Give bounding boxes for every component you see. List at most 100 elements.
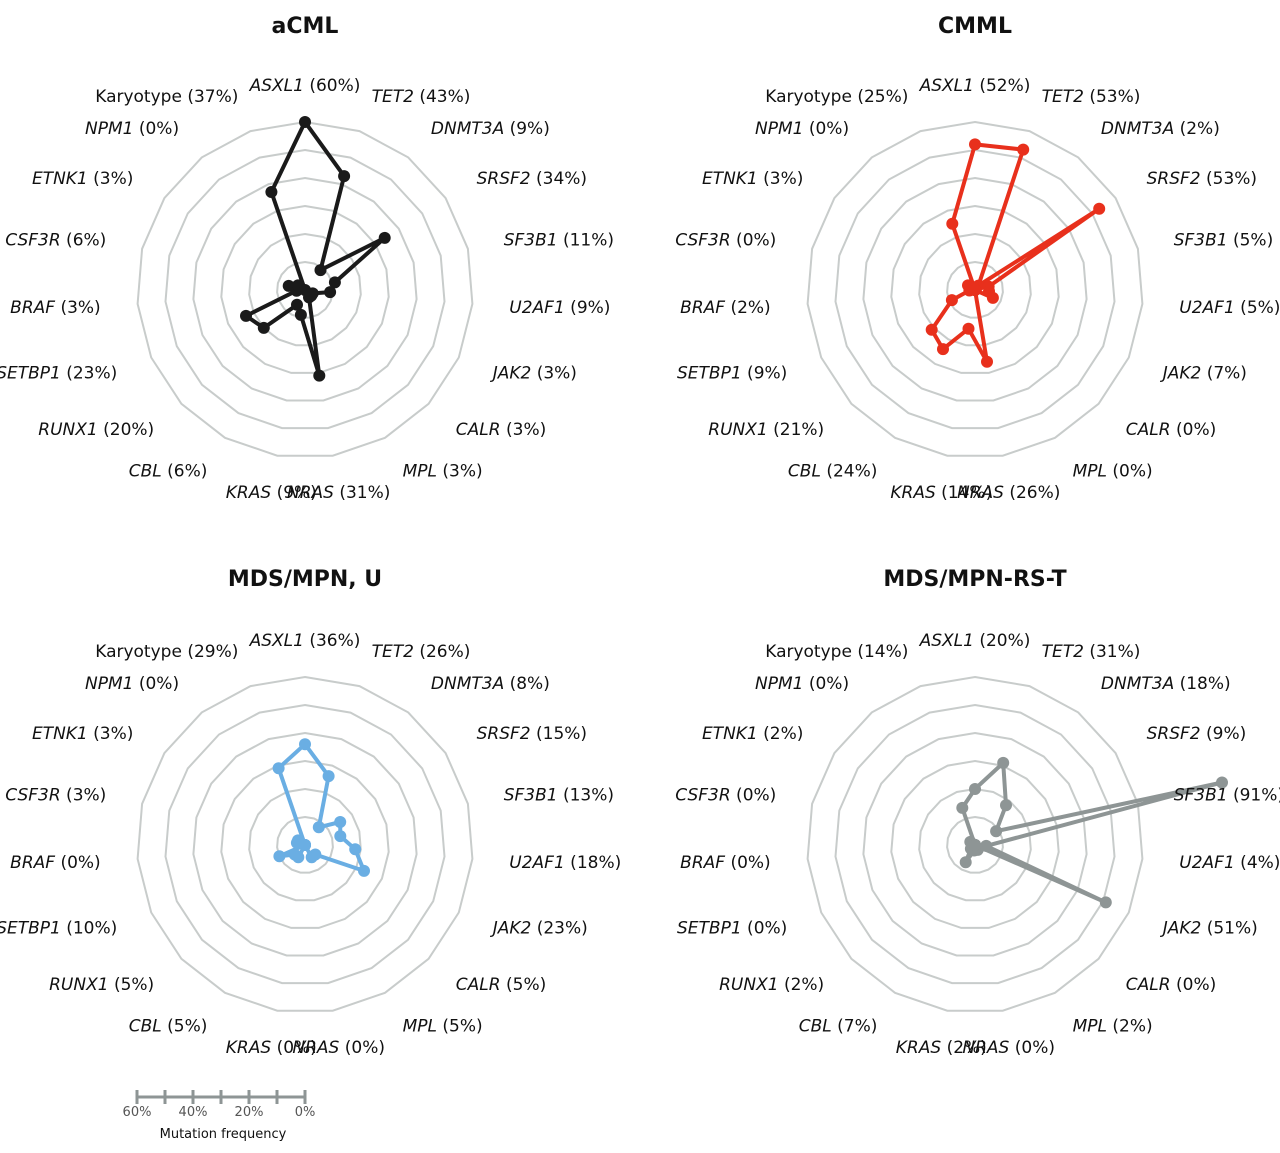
axis-label-pct: (9%)	[1201, 724, 1247, 744]
data-point-kras	[962, 322, 975, 335]
axis-label-pct: (5%)	[109, 975, 155, 995]
axis-label-name: JAK2	[490, 363, 532, 383]
axis-label-name: ETNK1	[702, 169, 758, 189]
axis-label-name: SETBP1	[0, 918, 61, 938]
axis-label-name: RUNX1	[719, 975, 778, 995]
axis-label-pct: (60%)	[304, 76, 360, 96]
grid-ring	[164, 703, 446, 985]
axis-label-asxl1: ASXL1 (20%)	[919, 631, 1031, 651]
data-point-npm1	[969, 284, 981, 296]
grid-ring	[834, 148, 1116, 430]
axis-label-name: CALR	[456, 420, 501, 440]
axis-label-name: SF3B1	[1174, 786, 1228, 806]
axis-label-pct: (10%)	[61, 918, 117, 938]
grid-ring	[918, 787, 1032, 902]
axis-label-pct: (14%)	[936, 483, 992, 503]
axis-label-jak2: JAK2 (51%)	[1160, 918, 1258, 938]
axis-label-pct: (5%)	[1228, 231, 1274, 251]
radar-panel-2: MDS/MPN, U ASXL1 (36%) TET2 (26%) DNMT3A (8…	[0, 567, 621, 1058]
chart-title: MDS/MPN-RS-T	[883, 567, 1066, 592]
axis-label-etnk1: ETNK1 (3%)	[702, 169, 803, 189]
data-point-u2af1	[324, 286, 337, 299]
data-point-sf3b1	[328, 276, 341, 289]
axis-label-karyotype: Karyotype (29%)	[95, 642, 238, 662]
chart-title: MDS/MPN, U	[228, 567, 382, 592]
scale-legend: 60% 40% 20% 0% Mutation frequency	[123, 1090, 315, 1142]
axis-label-name: CBL	[129, 461, 162, 481]
axis-label-name: BRAF	[680, 298, 725, 318]
scale-bar-ticks: 60% 40% 20% 0%	[123, 1090, 315, 1120]
axis-label-braf: BRAF (3%)	[10, 298, 101, 318]
axis-label-name: TET2	[372, 642, 414, 662]
axis-label-srsf2: SRSF2 (34%)	[477, 169, 587, 189]
data-point-dnmt3a	[312, 821, 325, 834]
axis-label-dnmt3a: DNMT3A (9%)	[431, 119, 550, 139]
axis-label-name: RUNX1	[49, 975, 108, 995]
axis-label-name: CSF3R	[5, 786, 60, 806]
grid-ring	[192, 731, 418, 957]
grid-ring	[220, 204, 390, 374]
axis-label-sf3b1: SF3B1 (13%)	[504, 786, 614, 806]
axis-label-name: KRAS	[896, 1038, 942, 1058]
axis-label-pct: (4%)	[1235, 853, 1280, 873]
axis-label-name: BRAF	[680, 853, 725, 873]
axis-label-setbp1: SETBP1 (9%)	[677, 363, 787, 383]
axis-label-dnmt3a: DNMT3A (18%)	[1101, 674, 1231, 694]
axis-label-pct: (3%)	[437, 461, 483, 481]
axis-label-pct: (0%)	[803, 119, 849, 139]
axis-label-nras: NRAS (26%)	[957, 483, 1060, 503]
axis-label-kras: KRAS (9%)	[226, 483, 317, 503]
radar-grid	[136, 675, 474, 1012]
axis-label-csf3r: CSF3R (0%)	[675, 231, 776, 251]
grid-ring	[890, 759, 1060, 929]
axis-label-nras: NRAS (0%)	[292, 1038, 385, 1058]
axis-label-name: ETNK1	[32, 724, 88, 744]
axis-label-pct: (21%)	[768, 420, 824, 440]
axis-label-pct: (9%)	[742, 363, 788, 383]
axis-label-name: CSF3R	[675, 786, 730, 806]
grid-ring	[192, 176, 418, 402]
axis-label-calr: CALR (3%)	[456, 420, 546, 440]
axis-label-pct: (91%)	[1228, 786, 1280, 806]
axis-label-name: RUNX1	[708, 420, 767, 440]
axis-label-pct: (11%)	[558, 231, 614, 251]
axis-label-setbp1: SETBP1 (23%)	[0, 363, 117, 383]
axis-label-name: MPL	[1073, 1016, 1107, 1036]
axis-label-name: ASXL1	[919, 631, 974, 651]
axis-label-name: NPM1	[85, 674, 133, 694]
axis-label-dnmt3a: DNMT3A (8%)	[431, 674, 550, 694]
grid-ring	[890, 204, 1060, 374]
axis-label-sf3b1: SF3B1 (5%)	[1174, 231, 1274, 251]
data-point-tet2	[338, 170, 351, 183]
axis-label-name: U2AF1	[1179, 298, 1234, 318]
data-point-setbp1	[240, 309, 252, 322]
axis-label-pct: (53%)	[1084, 87, 1140, 107]
axis-label-nras: NRAS (0%)	[962, 1038, 1055, 1058]
axis-label-pct: (24%)	[821, 461, 877, 481]
axis-label-name: CALR	[1126, 975, 1171, 995]
axis-label-runx1: RUNX1 (5%)	[49, 975, 154, 995]
axis-label-name: CALR	[1126, 420, 1171, 440]
axis-label-setbp1: SETBP1 (0%)	[677, 918, 787, 938]
data-point-mpl	[305, 851, 318, 864]
data-point-kras	[294, 308, 307, 321]
data-point-dnmt3a	[314, 264, 327, 277]
axis-label-cbl: CBL (6%)	[129, 461, 208, 481]
data-point-sf3b1	[1216, 776, 1228, 789]
axis-label-tet2: TET2 (43%)	[372, 87, 471, 107]
scale-tick-label: 40%	[179, 1105, 208, 1120]
data-point-srsf2	[378, 231, 391, 244]
axis-label-name: CBL	[788, 461, 821, 481]
axis-label-pct: (36%)	[304, 631, 360, 651]
axis-label-pct: (43%)	[414, 87, 470, 107]
axis-label-pct: (31%)	[334, 483, 390, 503]
data-point-asxl1	[299, 738, 311, 751]
data-point-nras	[313, 369, 326, 382]
axis-label-name: KRAS	[226, 1038, 272, 1058]
axis-label-jak2: JAK2 (7%)	[1160, 363, 1247, 383]
axis-label-setbp1: SETBP1 (10%)	[0, 918, 117, 938]
axis-label-pct: (0%)	[731, 231, 777, 251]
radar-panel-3: MDS/MPN-RS-T ASXL1 (20%) TET2 (31%) DNMT3A …	[675, 567, 1280, 1058]
axis-label-name: KRAS	[890, 483, 936, 503]
